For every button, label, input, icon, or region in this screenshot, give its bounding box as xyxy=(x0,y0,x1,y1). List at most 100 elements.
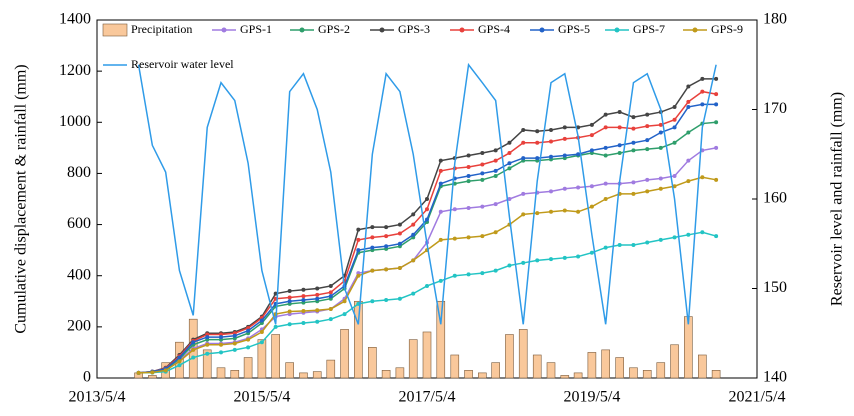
series-marker xyxy=(397,241,402,246)
precip-bar xyxy=(532,354,542,379)
y-tick-label: 200 xyxy=(67,318,91,335)
series-marker xyxy=(603,112,608,117)
precip-bar xyxy=(642,370,652,379)
series-marker xyxy=(425,197,429,201)
series-marker xyxy=(384,225,389,230)
series-marker xyxy=(521,260,526,265)
series-marker xyxy=(273,291,278,296)
series-marker xyxy=(603,181,608,186)
precip-bar xyxy=(491,362,500,379)
series-marker xyxy=(493,202,498,207)
precip-bar xyxy=(615,357,624,379)
series-marker xyxy=(452,207,457,212)
series-marker xyxy=(700,102,705,107)
x-tick-label: 2017/5/4 xyxy=(399,389,456,406)
series-marker xyxy=(356,273,361,278)
precip-bar xyxy=(408,339,418,379)
legend-label: GPS-5 xyxy=(558,22,590,36)
y2-tick-label: 160 xyxy=(763,190,787,207)
series-marker xyxy=(466,205,471,210)
series-marker xyxy=(645,189,650,194)
precip-bar xyxy=(464,370,473,379)
series-marker xyxy=(562,186,567,191)
series-marker xyxy=(328,294,333,299)
precip-bar xyxy=(216,367,226,379)
series-marker xyxy=(658,237,663,242)
legend-swatch xyxy=(102,23,128,37)
series-marker xyxy=(658,145,663,150)
series-marker xyxy=(301,298,306,303)
precip-bar xyxy=(656,362,666,379)
series-marker xyxy=(535,211,540,216)
series-line xyxy=(137,62,717,325)
series-marker xyxy=(219,335,224,340)
series-marker xyxy=(631,243,636,248)
precip-bar xyxy=(560,375,570,379)
series-marker xyxy=(411,232,416,237)
series-marker xyxy=(328,290,333,295)
series-marker xyxy=(576,209,581,214)
series-marker xyxy=(562,208,567,213)
series-marker xyxy=(672,125,677,130)
x-tick-label: 2015/5/4 xyxy=(233,389,290,406)
series-marker xyxy=(438,158,443,163)
series-marker xyxy=(356,248,361,253)
legend-marker xyxy=(459,27,465,33)
series-marker xyxy=(370,225,375,230)
precip-bar xyxy=(629,367,638,379)
series-marker xyxy=(438,168,443,173)
series-line xyxy=(138,78,717,374)
legend-label: GPS-7 xyxy=(633,22,665,36)
series-marker xyxy=(287,299,292,304)
series-marker xyxy=(521,156,526,161)
series-marker xyxy=(521,212,526,217)
series-marker xyxy=(617,150,622,155)
series-marker xyxy=(356,237,361,242)
series-marker xyxy=(562,136,567,141)
series-marker xyxy=(356,227,361,232)
series-marker xyxy=(493,168,498,173)
series-marker xyxy=(714,145,719,150)
series-marker xyxy=(301,287,306,292)
series-marker xyxy=(645,124,650,129)
y-tick-label: 1400 xyxy=(59,11,91,28)
series-marker xyxy=(562,153,567,158)
series-marker xyxy=(493,173,498,178)
legend-label: GPS-1 xyxy=(240,22,272,36)
series-marker xyxy=(466,165,471,170)
series-marker xyxy=(658,186,663,191)
series-marker xyxy=(219,342,224,347)
series-marker xyxy=(452,273,457,278)
series-marker xyxy=(342,312,347,317)
series-marker xyxy=(631,140,636,145)
series-marker xyxy=(438,237,443,242)
series-marker xyxy=(589,148,594,153)
series-marker xyxy=(562,125,567,130)
precip-bar xyxy=(285,362,294,379)
series-marker xyxy=(438,278,443,283)
series-marker xyxy=(562,255,567,260)
y-tick-label: 1000 xyxy=(59,113,91,130)
series-marker xyxy=(631,191,636,196)
series-marker xyxy=(163,368,168,373)
precip-bar xyxy=(354,300,363,379)
series-marker xyxy=(645,112,650,117)
series-marker xyxy=(328,317,333,322)
series-marker xyxy=(384,298,389,303)
series-marker xyxy=(480,234,485,239)
series-marker xyxy=(466,272,471,277)
series-marker xyxy=(397,266,402,271)
series-marker xyxy=(384,267,389,272)
y-tick-label: 400 xyxy=(67,266,91,283)
series-marker xyxy=(576,152,581,157)
series-marker xyxy=(686,158,691,163)
precip-bar xyxy=(436,300,446,379)
precip-bar xyxy=(422,331,432,379)
series-marker xyxy=(589,204,594,209)
series-marker xyxy=(576,185,581,190)
y-tick-label: 600 xyxy=(67,215,91,232)
series-marker xyxy=(617,110,622,115)
series-marker xyxy=(342,299,347,304)
series-marker xyxy=(617,243,622,248)
series-marker xyxy=(700,89,705,94)
